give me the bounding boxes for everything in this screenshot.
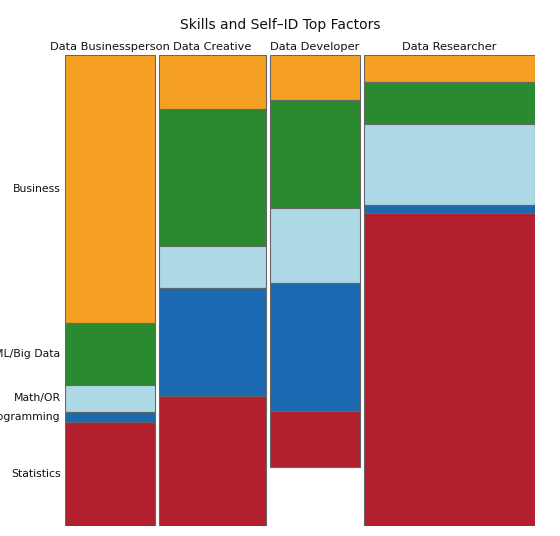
Bar bbox=[159, 288, 266, 397]
Bar bbox=[65, 323, 155, 385]
Bar bbox=[364, 55, 535, 83]
Bar bbox=[159, 245, 266, 288]
Bar bbox=[270, 284, 360, 411]
Bar bbox=[270, 100, 360, 208]
Text: Skills and Self–ID Top Factors: Skills and Self–ID Top Factors bbox=[180, 18, 380, 33]
Text: Data Developer: Data Developer bbox=[270, 42, 360, 53]
Bar bbox=[270, 55, 360, 100]
Bar bbox=[65, 55, 155, 323]
Bar bbox=[364, 83, 535, 124]
Text: Statistics: Statistics bbox=[11, 469, 60, 479]
Text: Data Researcher: Data Researcher bbox=[402, 42, 497, 53]
Text: ML/Big Data: ML/Big Data bbox=[0, 349, 60, 359]
Bar bbox=[159, 55, 266, 109]
Bar bbox=[270, 208, 360, 284]
Text: Data Creative: Data Creative bbox=[174, 42, 252, 53]
Bar bbox=[65, 422, 155, 526]
Text: Business: Business bbox=[13, 184, 60, 194]
Bar bbox=[159, 109, 266, 245]
Bar bbox=[364, 213, 535, 526]
Bar bbox=[65, 385, 155, 412]
Bar bbox=[65, 412, 155, 422]
Bar bbox=[270, 411, 360, 467]
Text: Math/OR: Math/OR bbox=[13, 393, 60, 404]
Text: Programming: Programming bbox=[0, 412, 60, 422]
Text: Data Businessperson: Data Businessperson bbox=[50, 42, 170, 53]
Bar bbox=[364, 205, 535, 213]
Bar bbox=[364, 124, 535, 205]
Bar bbox=[159, 397, 266, 526]
